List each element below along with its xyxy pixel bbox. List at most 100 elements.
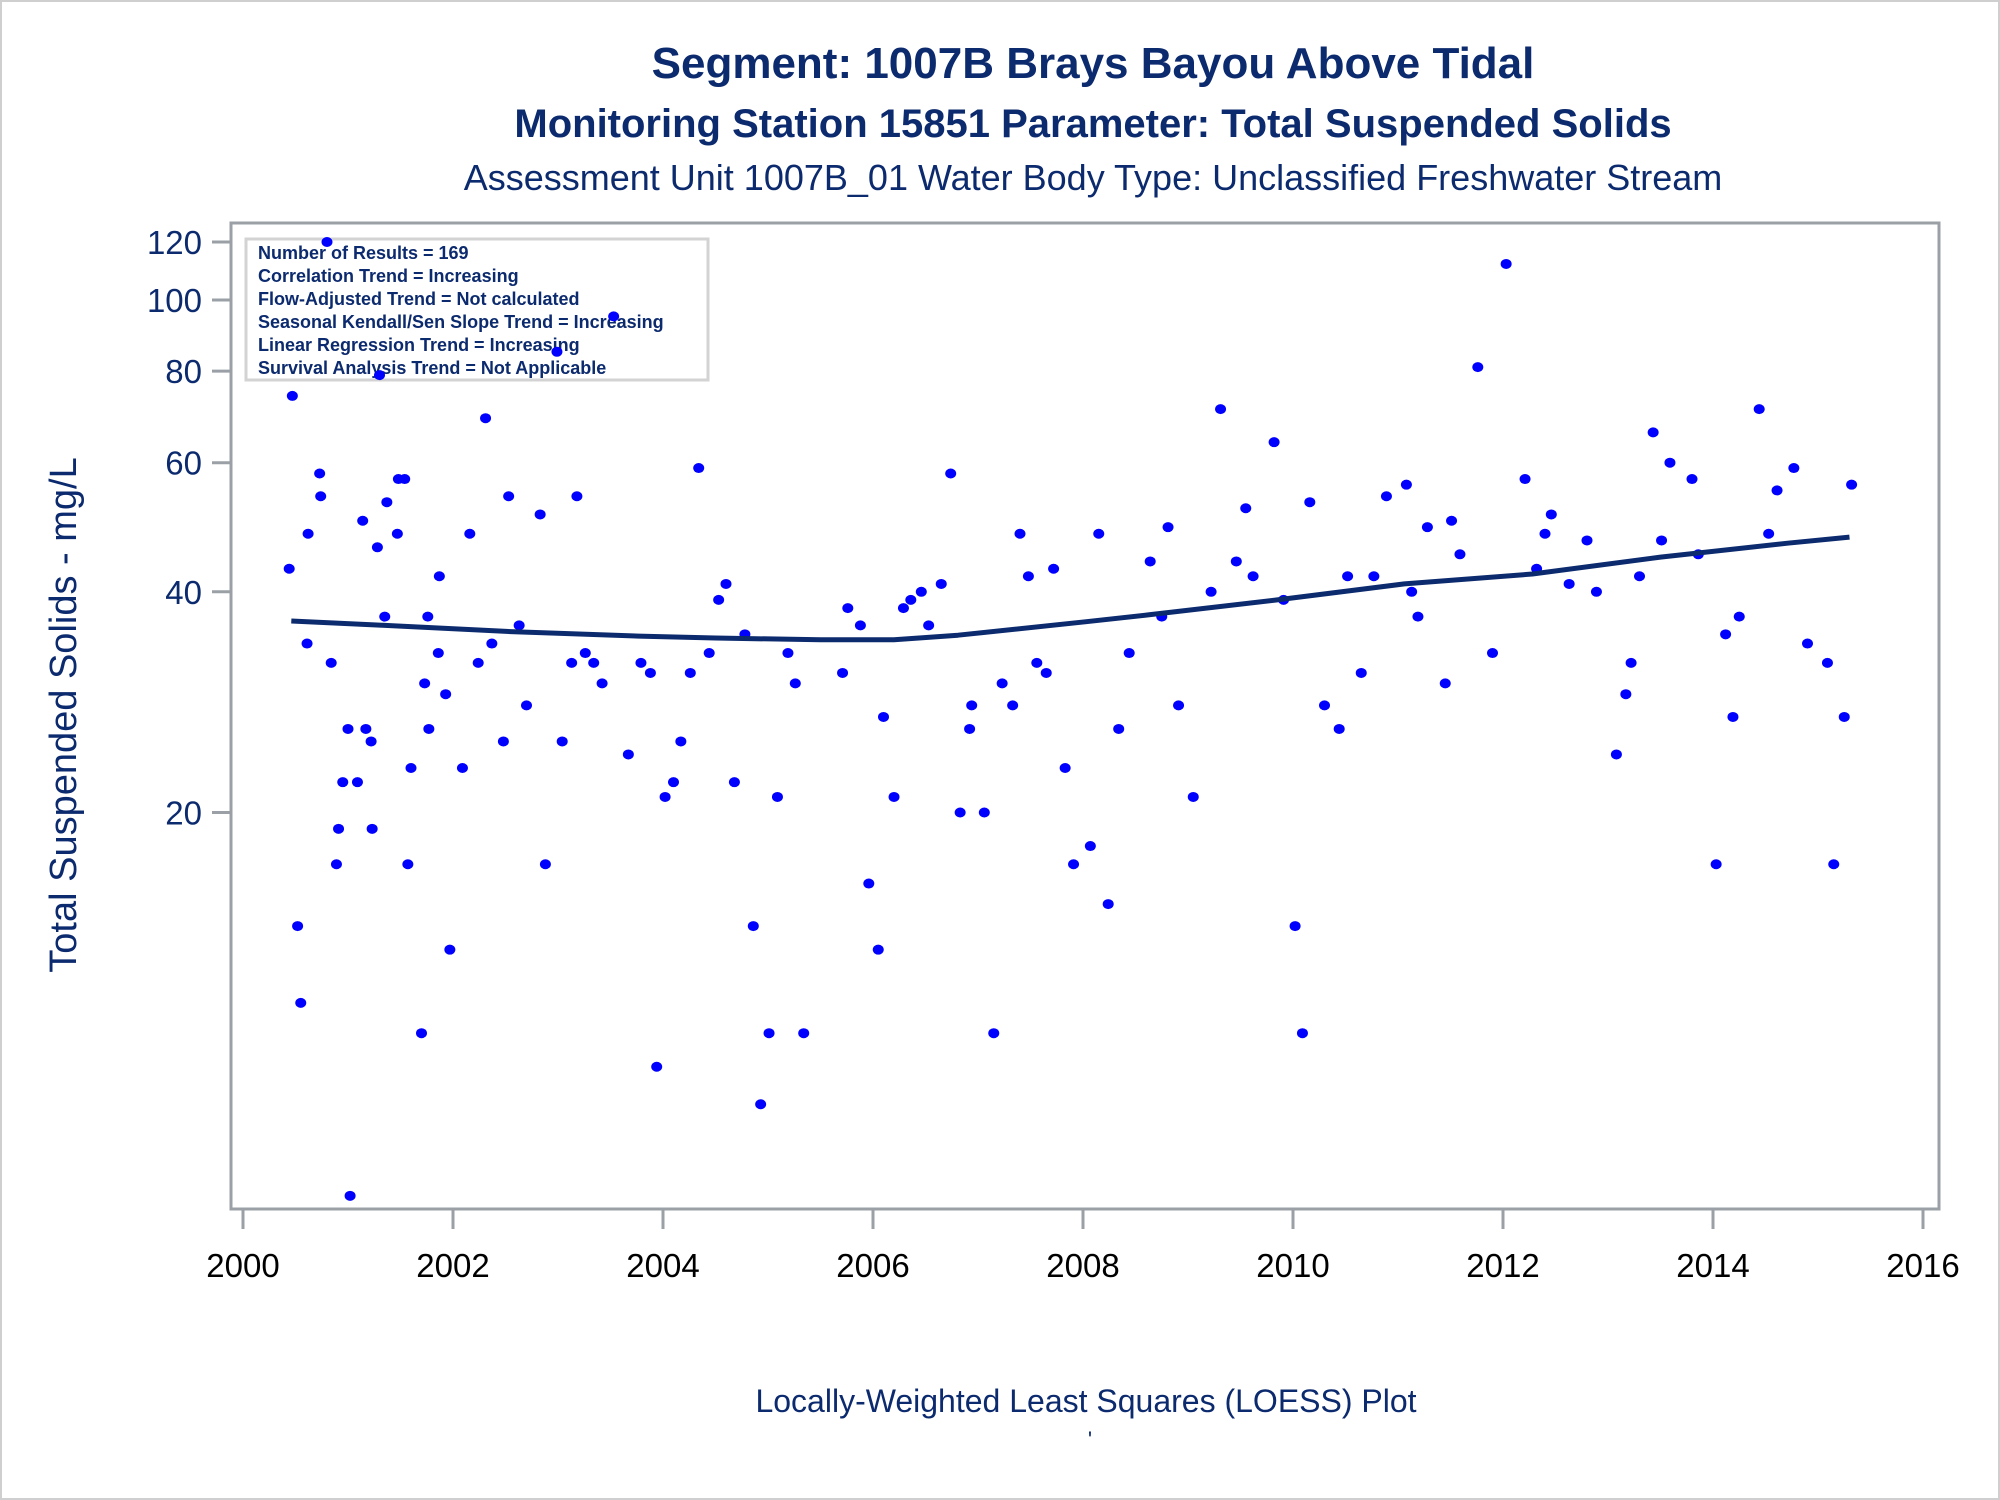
x-tick-label: 2014 [1676,1247,1749,1284]
data-point [315,491,327,502]
data-point [693,463,705,474]
data-point [1333,723,1345,734]
data-point [1802,638,1813,649]
data-point [1771,485,1783,496]
data-point [1268,437,1280,448]
data-point [596,678,608,689]
data-point [842,603,854,614]
y-tick-label: 120 [147,224,202,261]
data-point [1539,528,1551,539]
data-point [1007,700,1019,711]
data-point [302,528,314,539]
data-point [1656,535,1668,546]
data-point [472,657,484,668]
y-tick-label: 100 [147,282,202,319]
data-point [1412,611,1424,622]
data-point [854,620,866,631]
data-point [497,736,509,747]
data-point [1788,463,1800,474]
data-point [1380,491,1392,502]
stat-line: Survival Analysis Trend = Not Applicable [258,358,606,378]
data-point [1487,648,1498,659]
data-point [588,657,600,668]
data-point [1289,921,1301,932]
data-point [644,667,656,678]
data-point [423,723,435,734]
data-point [720,578,732,589]
data-point [1304,497,1316,508]
data-point [579,648,591,659]
data-point [897,603,909,614]
stat-line: Seasonal Kendall/Sen Slope Trend = Incre… [258,312,664,332]
data-point [1406,586,1418,597]
y-tick-label: 60 [165,445,202,482]
data-point [798,1028,810,1039]
data-point [292,921,304,932]
data-point [954,807,966,818]
data-point [571,491,583,502]
data-point [1205,586,1217,597]
data-point [703,648,715,659]
data-point [988,1028,1000,1039]
data-point [1821,657,1833,668]
data-point [1368,571,1380,582]
data-point [635,657,647,668]
data-point [399,474,411,485]
data-point [344,1190,356,1201]
stats-box: Number of Results = 169 Correlation Tren… [244,237,710,382]
data-point [444,944,456,955]
data-point [534,509,546,520]
data-point [1240,503,1252,514]
data-point [351,777,363,788]
data-point [1247,571,1259,582]
data-point [608,311,620,322]
data-point [1563,578,1575,589]
data-point [1059,762,1071,773]
data-point [556,736,568,747]
data-point [419,678,431,689]
data-point [503,491,515,502]
x-tick-label: 2012 [1466,1247,1539,1284]
data-point [1828,859,1840,870]
data-point [366,823,378,834]
data-point [551,346,563,357]
data-point [1144,556,1156,567]
data-point [402,859,414,870]
data-point [360,723,372,734]
data-point [1620,689,1632,700]
data-point [1421,522,1433,533]
x-tick-label: 2008 [1046,1247,1119,1284]
data-point [771,791,783,802]
data-point [566,657,578,668]
data-point [1454,549,1466,560]
data-point [905,594,917,605]
data-point [1162,522,1174,533]
data-point [1031,657,1043,668]
data-point [755,1099,767,1110]
data-point [1625,657,1637,668]
data-point [1048,563,1060,574]
data-point [416,1028,427,1039]
data-point [945,468,957,479]
data-point [539,859,551,870]
data-point [330,859,342,870]
data-point [622,749,634,760]
data-point [964,723,976,734]
data-point [966,700,978,711]
footnote: Locally-Weighted Least Squares (LOESS) P… [755,1383,1416,1419]
data-point [1068,859,1080,870]
plot-frame [229,221,1941,1211]
stat-line: Linear Regression Trend = Increasing [258,335,580,355]
x-tick-label: 2006 [836,1247,909,1284]
x-tick-label: 2004 [626,1247,699,1284]
data-point [872,944,884,955]
data-point [782,648,794,659]
data-point [1727,711,1739,722]
footnote-mark: ' [1088,1427,1092,1452]
data-point [365,736,377,747]
data-point [659,791,671,802]
data-point [789,678,801,689]
data-point [1123,648,1135,659]
data-point [464,528,476,539]
data-point [381,497,393,508]
